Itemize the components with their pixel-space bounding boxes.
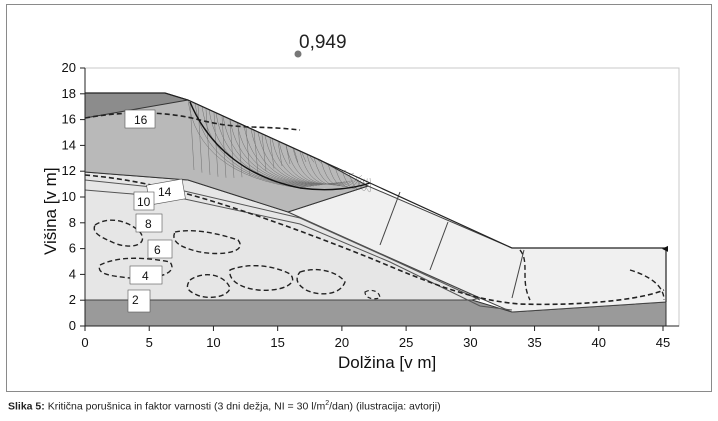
slice-line: [309, 156, 315, 163]
slip-circle-arc: [362, 177, 371, 193]
right-arrow-mark: ◂: [662, 241, 668, 255]
contour-label-8: 8: [135, 213, 163, 233]
contour-14: [84, 174, 665, 306]
contour-label-16-text: 16: [134, 113, 148, 127]
figure-caption: Slika 5: Kritična porušnica in faktor va…: [8, 400, 441, 413]
slip-circle-arc: [250, 128, 326, 185]
y-tick-label: 18: [62, 86, 76, 101]
y-axis-title: Višina [v m]: [41, 167, 60, 255]
slip-circle-arc: [299, 151, 345, 185]
x-tick-label: 10: [206, 335, 220, 350]
caption-sup: 2: [325, 400, 330, 407]
contour-blob-3: [186, 274, 231, 299]
contour-blob-4: [229, 264, 294, 291]
contour-label-14-text: 14: [158, 185, 172, 199]
x-tick-label: 20: [335, 335, 349, 350]
y-tick-label: 2: [69, 292, 76, 307]
contour-blob-1: [93, 219, 144, 247]
x-tick-label: 40: [592, 335, 606, 350]
x-tick-label: 25: [399, 335, 413, 350]
wedge-division-2: [429, 221, 449, 271]
slip-circle-arc: [348, 173, 365, 190]
x-tick-label: 0: [81, 335, 88, 350]
contour-right-curve: [629, 269, 665, 301]
slice-line: [213, 112, 219, 177]
contour-label-10: 10: [133, 191, 155, 211]
contour-label-4-text: 4: [142, 269, 149, 283]
x-tick-label: 15: [270, 335, 284, 350]
slice-line: [205, 109, 211, 175]
caption-text-after: /dan) (ilustracija: avtorji): [329, 400, 441, 413]
slip-circle-arc: [285, 144, 340, 185]
critical-slip-surface: [189, 101, 371, 191]
slice-line: [221, 116, 227, 178]
slice-line: [197, 105, 203, 173]
slice-line: [229, 120, 235, 178]
slice-line: [317, 159, 323, 164]
contour-label-4: 4: [129, 265, 163, 285]
ground-surface: [85, 92, 666, 249]
contour-label-10-text: 10: [137, 195, 151, 209]
contour-label-2-text: 2: [132, 293, 139, 307]
slip-circle-arc: [334, 167, 360, 188]
caption-label: Slika 5:: [8, 400, 45, 413]
slip-circle-arc: [327, 163, 357, 187]
y-tick-label: 0: [69, 318, 76, 333]
contour-label-6-text: 6: [154, 243, 161, 257]
contour-label-6: 6: [147, 239, 173, 259]
contour-blob-2: [98, 257, 173, 280]
contour-blob-5: [296, 268, 346, 295]
slip-circle-arc: [320, 160, 354, 187]
y-tick-label: 6: [69, 241, 76, 256]
y-tick-label: 4: [69, 266, 76, 281]
contour-label-2: 2: [127, 289, 151, 313]
slope-stability-plot: ◂ 0,949 16 14 10 8 6 4 2 0 5 10 15 20 25 30 35 4…: [41, 32, 680, 372]
slice-line: [253, 131, 259, 174]
slip-circle-arc: [313, 157, 351, 186]
slice-line: [277, 141, 283, 167]
slice-line: [261, 134, 267, 172]
y-tick-label: 14: [62, 137, 76, 152]
slip-circle-arc: [222, 115, 315, 187]
x-tick-label: 35: [527, 335, 541, 350]
slip-circle-arc: [236, 122, 320, 186]
slip-circle-arc: [229, 119, 317, 186]
y-tick-label: 20: [62, 60, 76, 75]
y-tick-label: 16: [62, 112, 76, 127]
slip-circle-arc: [292, 147, 343, 185]
slice-line: [285, 145, 291, 164]
y-axis-ticks: 0 2 4 6 8 10 12 14 16 18 20: [62, 60, 85, 333]
slice-line: [269, 138, 275, 169]
x-axis-title: Dolžina [v m]: [338, 353, 436, 372]
slip-circle-fan: [187, 99, 371, 193]
caption-text-before: Kritična porušnica in faktor varnosti (3…: [44, 400, 326, 413]
fs-value: 0,949: [299, 32, 347, 53]
slice-line: [293, 149, 299, 163]
contour-16: [84, 112, 301, 131]
contour-label-14: 14: [146, 178, 186, 206]
x-tick-label: 45: [656, 335, 670, 350]
x-tick-label: 30: [463, 335, 477, 350]
contour-label-16: 16: [124, 109, 156, 129]
y-tick-label: 8: [69, 215, 76, 230]
slice-line: [301, 152, 307, 163]
slip-center-point: [294, 50, 302, 58]
slice-line: [189, 101, 195, 171]
slip-circle-arc: [215, 112, 312, 187]
y-tick-label: 12: [62, 163, 76, 178]
wedge-division-3: [511, 249, 525, 299]
contour-label-8-text: 8: [145, 217, 152, 231]
x-tick-label: 5: [146, 335, 153, 350]
slip-circle-arc: [187, 99, 301, 189]
slice-line: [237, 123, 243, 178]
slice-line: [245, 127, 251, 176]
contour-right-edge: [519, 249, 531, 301]
y-tick-label: 10: [62, 189, 76, 204]
x-axis-ticks: 0 5 10 15 20 25 30 35 40 45: [81, 326, 670, 350]
wedge-division-1: [379, 191, 401, 246]
